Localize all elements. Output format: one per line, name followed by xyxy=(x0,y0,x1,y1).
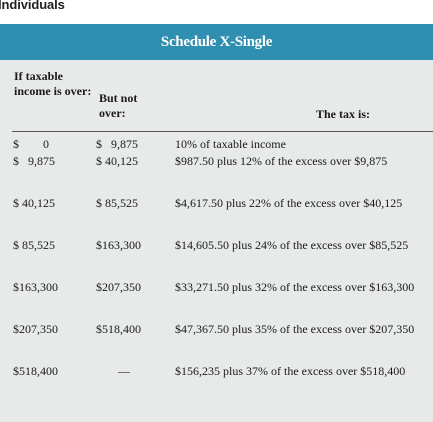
cell-tax: 10% of taxable income xyxy=(175,137,286,151)
cell-tax: $14,605.50 plus 24% of the excess over $… xyxy=(175,238,409,252)
cell-over: $207,350 xyxy=(13,322,58,336)
table-row: $ 0 $ 9,875 10% of taxable income xyxy=(0,136,433,180)
table-row: $163,300 $207,350 $33,271.50 plus 32% of… xyxy=(0,279,433,323)
table-row: $ 40,125 $ 85,525 $4,617.50 plus 22% of … xyxy=(0,195,433,239)
header-the-tax-is: The tax is: xyxy=(316,107,370,121)
cell-over: $ 40,125 xyxy=(13,196,55,210)
cell-tax: $47,367.50 plus 35% of the excess over $… xyxy=(175,322,415,336)
cell-over: $ 85,525 xyxy=(13,238,55,252)
tax-schedule-table: Schedule X-Single If taxable income is o… xyxy=(0,24,433,422)
header-divider xyxy=(12,131,433,132)
cell-over: $518,400 xyxy=(13,364,58,378)
cell-over: $ 0 xyxy=(13,137,49,151)
cell-but-not-over: $163,300 xyxy=(96,238,141,252)
cell-tax: $987.50 plus 12% of the excess over $9,8… xyxy=(175,154,388,168)
cell-over: $ 9,875 xyxy=(13,154,55,168)
table-title: Schedule X-Single xyxy=(160,33,273,50)
table-row: $ 9,875 $ 40,125 $987.50 plus 12% of the… xyxy=(0,153,433,197)
table-banner: Schedule X-Single xyxy=(0,24,433,60)
cell-but-not-over: $ 40,125 xyxy=(96,154,138,168)
cell-but-not-over: $207,350 xyxy=(96,280,141,294)
page-heading: Individuals xyxy=(0,0,65,12)
table-row: $518,400 — $156,235 plus 37% of the exce… xyxy=(0,363,433,407)
cell-over: $163,300 xyxy=(13,280,58,294)
cell-but-not-over: $ 85,525 xyxy=(96,196,138,210)
header-but-not-over: But not over: xyxy=(99,91,138,120)
table-row: $ 85,525 $163,300 $14,605.50 plus 24% of… xyxy=(0,237,433,281)
header-if-taxable-income-over: If taxable income is over: xyxy=(14,69,92,98)
cell-tax: $33,271.50 plus 32% of the excess over $… xyxy=(175,280,415,294)
cell-tax: $4,617.50 plus 22% of the excess over $4… xyxy=(175,196,403,210)
table-row: $207,350 $518,400 $47,367.50 plus 35% of… xyxy=(0,321,433,365)
cell-tax: $156,235 plus 37% of the excess over $51… xyxy=(175,364,406,378)
cell-but-not-over: $518,400 xyxy=(96,322,141,336)
cell-but-not-over: — xyxy=(118,364,130,378)
cell-but-not-over: $ 9,875 xyxy=(96,137,138,151)
